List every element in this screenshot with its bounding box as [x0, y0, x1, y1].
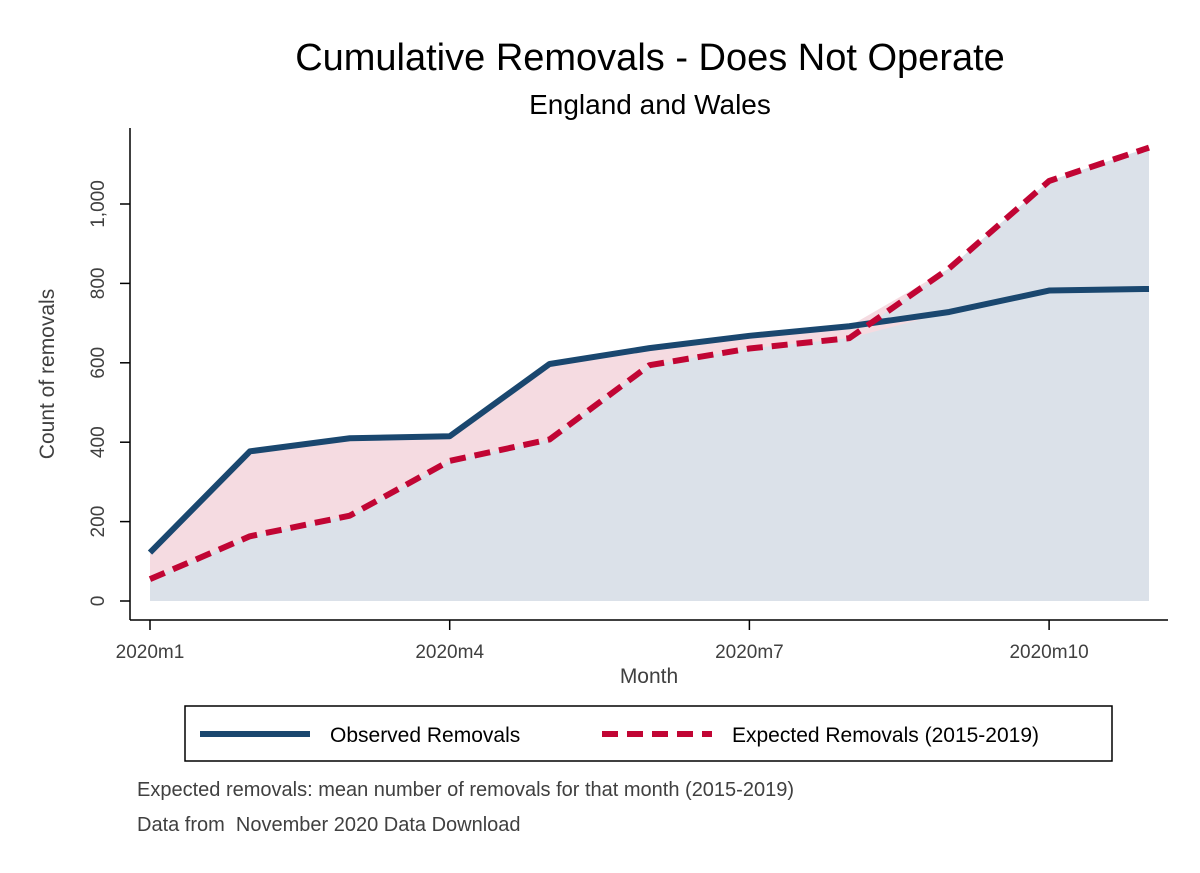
y-tick-label: 600	[88, 347, 109, 379]
y-tick-label: 400	[88, 426, 109, 458]
y-tick-label: 800	[88, 268, 109, 300]
x-axis-title: Month	[620, 665, 678, 688]
legend-label-observed: Observed Removals	[330, 724, 520, 747]
note-data-source: Data from November 2020 Data Download	[137, 814, 521, 836]
series-line-observed	[147, 285, 1150, 555]
y-axis-title: Count of removals	[36, 289, 59, 459]
x-tick-label: 2020m4	[415, 642, 484, 663]
chart-subtitle: England and Wales	[529, 89, 771, 120]
x-ticks: 2020m1 2020m4 2020m7 2020m10	[116, 620, 1089, 663]
y-tick-label: 0	[88, 596, 109, 607]
series-lines	[147, 144, 1150, 582]
y-axis: 0 200 400 600 800 1,000 Count of removals	[36, 128, 131, 620]
x-axis: 2020m1 2020m4 2020m7 2020m10 Month	[116, 619, 1168, 688]
fill-below-minimum	[150, 288, 1149, 601]
x-tick-label: 2020m10	[1009, 642, 1088, 663]
y-tick-label: 200	[88, 506, 109, 538]
legend-label-expected: Expected Removals (2015-2019)	[732, 724, 1039, 747]
series-line-expected	[148, 144, 1150, 582]
plot-area	[147, 144, 1150, 601]
note-expected-definition: Expected removals: mean number of remova…	[137, 779, 794, 801]
legend: Observed Removals Expected Removals (201…	[184, 705, 1113, 762]
y-tick-label: 1,000	[88, 180, 109, 228]
y-ticks: 0 200 400 600 800 1,000	[88, 180, 130, 606]
x-tick-label: 2020m1	[116, 642, 185, 663]
x-tick-label: 2020m7	[715, 642, 784, 663]
chart-title: Cumulative Removals - Does Not Operate	[295, 37, 1005, 79]
legend-box	[184, 705, 1113, 762]
fill-above-observed	[870, 147, 1149, 324]
